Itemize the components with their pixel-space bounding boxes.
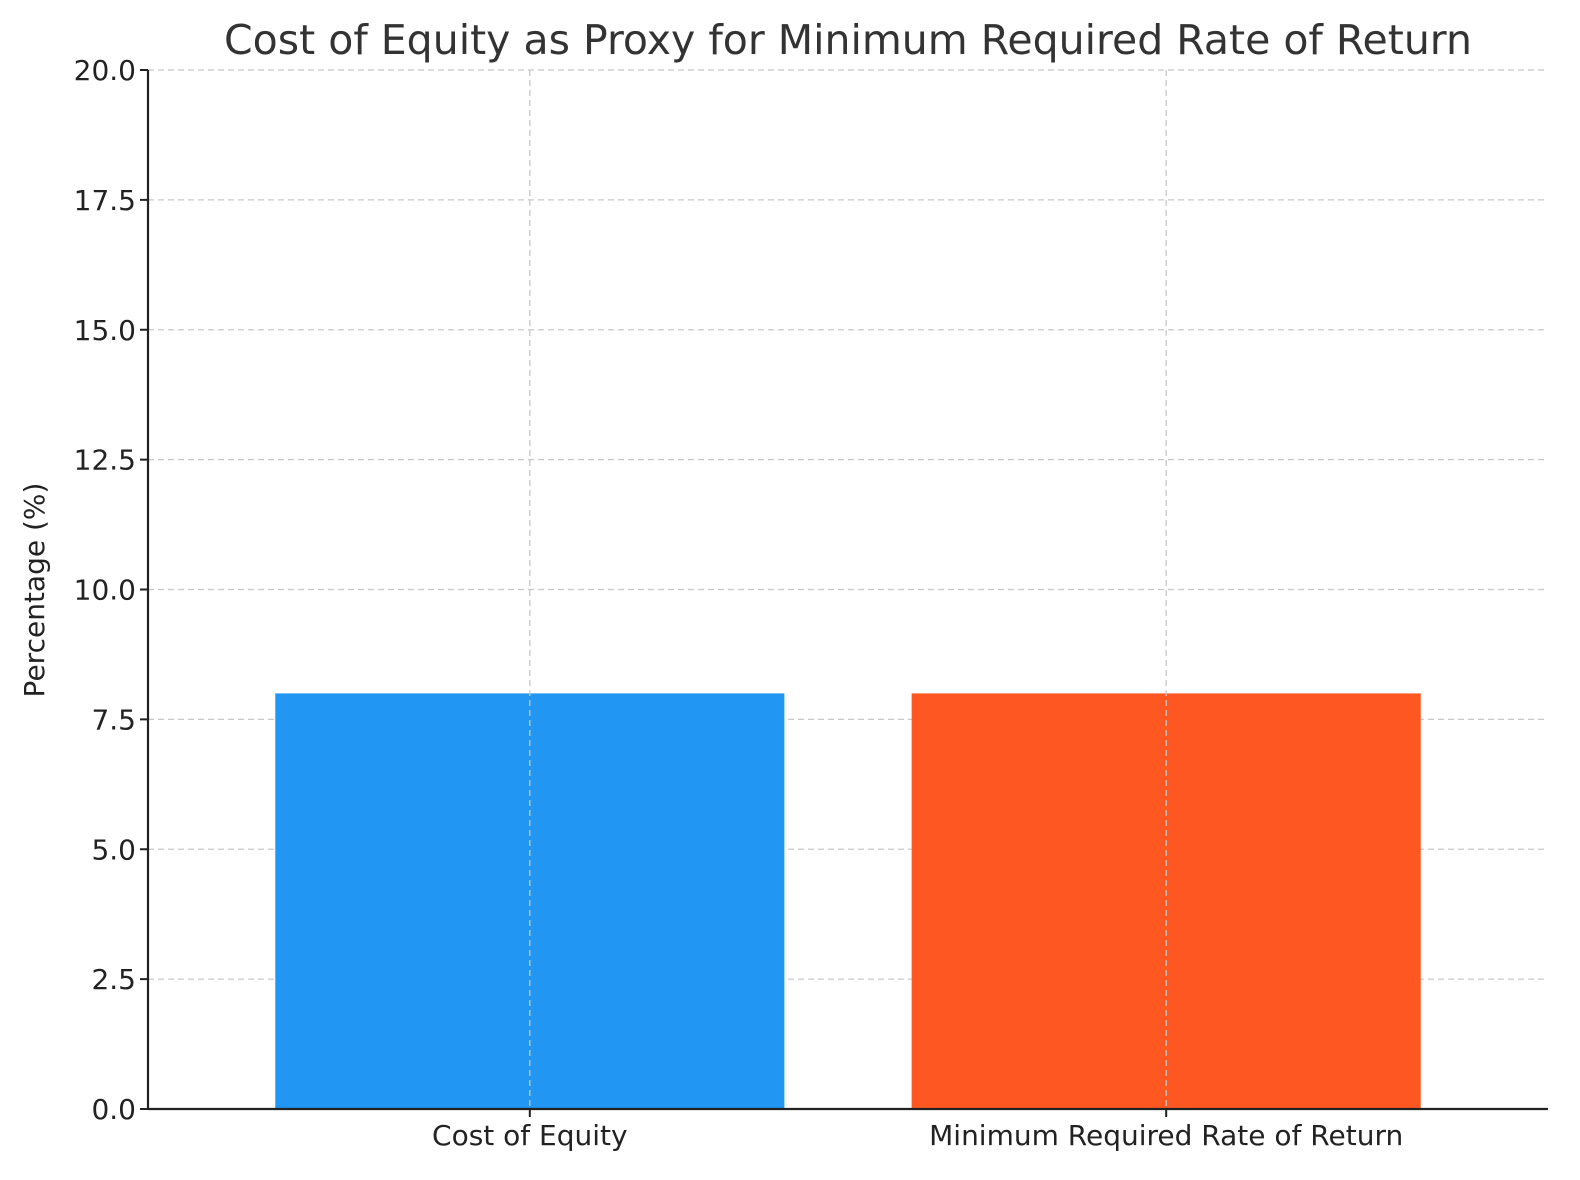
- x-tick-label: Minimum Required Rate of Return: [929, 1119, 1403, 1152]
- y-tick-label: 7.5: [91, 703, 136, 736]
- x-tick-label: Cost of Equity: [432, 1119, 628, 1152]
- chart-title: Cost of Equity as Proxy for Minimum Requ…: [224, 16, 1472, 64]
- y-tick-label: 5.0: [91, 833, 136, 866]
- y-tick-label: 2.5: [91, 963, 136, 996]
- y-tick-label: 17.5: [74, 184, 136, 217]
- y-tick-label: 10.0: [74, 574, 136, 607]
- x-grid-lines: [529, 70, 1167, 1109]
- y-tick-label: 15.0: [74, 314, 136, 347]
- y-tick-label: 0.0: [91, 1093, 136, 1126]
- y-tick-label: 12.5: [74, 444, 136, 477]
- y-axis-label: Percentage (%): [18, 483, 51, 698]
- y-axis-ticks: 0.0 2.5 5.0 7.5 10.0 12.5 15.0 17.5 20.0: [74, 54, 148, 1126]
- y-tick-label: 20.0: [74, 54, 136, 87]
- x-axis-ticks: Cost of Equity Minimum Required Rate of R…: [432, 1109, 1403, 1152]
- bars: [275, 693, 1421, 1109]
